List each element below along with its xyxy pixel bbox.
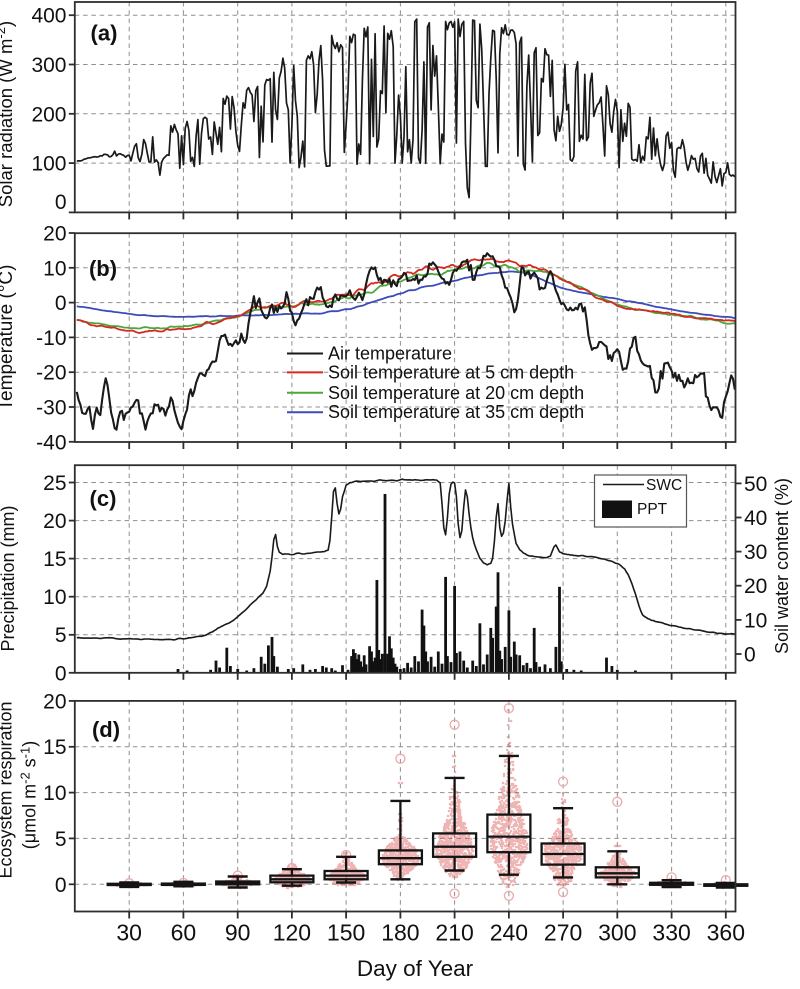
svg-text:60: 60 bbox=[171, 920, 197, 946]
svg-text:360: 360 bbox=[707, 920, 745, 946]
svg-text:-20: -20 bbox=[36, 362, 66, 385]
svg-text:240: 240 bbox=[490, 920, 528, 946]
svg-text:0: 0 bbox=[55, 662, 67, 685]
svg-text:5: 5 bbox=[55, 828, 67, 851]
svg-text:(b): (b) bbox=[89, 256, 117, 281]
svg-text:0: 0 bbox=[55, 292, 67, 315]
svg-text:270: 270 bbox=[544, 920, 582, 946]
svg-text:-10: -10 bbox=[36, 327, 66, 350]
svg-text:30: 30 bbox=[116, 920, 142, 946]
svg-text:180: 180 bbox=[381, 920, 419, 946]
svg-text:-40: -40 bbox=[36, 431, 66, 454]
svg-text:40: 40 bbox=[744, 507, 767, 530]
svg-text:90: 90 bbox=[225, 920, 251, 946]
svg-text:0: 0 bbox=[55, 874, 67, 897]
svg-text:0: 0 bbox=[744, 644, 756, 667]
svg-text:5: 5 bbox=[55, 624, 67, 647]
svg-text:25: 25 bbox=[43, 472, 66, 495]
svg-text:120: 120 bbox=[273, 920, 311, 946]
svg-text:(μmol m-2 s-1): (μmol m-2 s-1) bbox=[18, 741, 40, 850]
svg-text:Precipitation (mm): Precipitation (mm) bbox=[0, 505, 18, 651]
svg-text:10: 10 bbox=[744, 609, 767, 632]
svg-text:200: 200 bbox=[31, 103, 66, 126]
svg-text:Soil temperature at 5 cm depth: Soil temperature at 5 cm depth bbox=[328, 362, 574, 382]
svg-text:Temperature (°C): Temperature (°C) bbox=[0, 265, 17, 411]
svg-text:10: 10 bbox=[43, 782, 66, 805]
svg-text:-30: -30 bbox=[36, 397, 66, 420]
svg-text:15: 15 bbox=[43, 548, 66, 571]
svg-text:300: 300 bbox=[31, 54, 66, 77]
svg-text:20: 20 bbox=[43, 690, 66, 713]
svg-text:0: 0 bbox=[55, 191, 67, 214]
svg-text:20: 20 bbox=[43, 510, 66, 533]
svg-text:Soil water content (%): Soil water content (%) bbox=[772, 478, 792, 654]
svg-text:10: 10 bbox=[43, 257, 66, 280]
svg-text:150: 150 bbox=[327, 920, 365, 946]
svg-text:20: 20 bbox=[43, 223, 66, 246]
svg-text:400: 400 bbox=[31, 5, 66, 28]
svg-text:Soil temperature at 20 cm dept: Soil temperature at 20 cm depth bbox=[328, 383, 584, 403]
svg-text:(c): (c) bbox=[90, 486, 117, 511]
svg-text:Soil temperature at 35 cm dept: Soil temperature at 35 cm depth bbox=[328, 402, 584, 422]
svg-text:10: 10 bbox=[43, 586, 66, 609]
svg-text:210: 210 bbox=[435, 920, 473, 946]
svg-text:300: 300 bbox=[598, 920, 636, 946]
svg-text:15: 15 bbox=[43, 736, 66, 759]
svg-text:Day of Year: Day of Year bbox=[357, 956, 474, 981]
svg-text:100: 100 bbox=[31, 153, 66, 176]
svg-text:20: 20 bbox=[744, 575, 767, 598]
svg-text:Air temperature: Air temperature bbox=[328, 344, 452, 364]
svg-text:Solar radiation (W m-2): Solar radiation (W m-2) bbox=[0, 21, 17, 208]
svg-text:SWC: SWC bbox=[646, 477, 682, 494]
svg-text:30: 30 bbox=[744, 541, 767, 564]
svg-text:50: 50 bbox=[744, 473, 767, 496]
svg-text:PPT: PPT bbox=[637, 501, 668, 518]
svg-text:(d): (d) bbox=[92, 717, 120, 742]
svg-text:(a): (a) bbox=[91, 21, 118, 46]
svg-text:Ecosystem respiration: Ecosystem respiration bbox=[0, 701, 16, 878]
svg-text:330: 330 bbox=[652, 920, 690, 946]
